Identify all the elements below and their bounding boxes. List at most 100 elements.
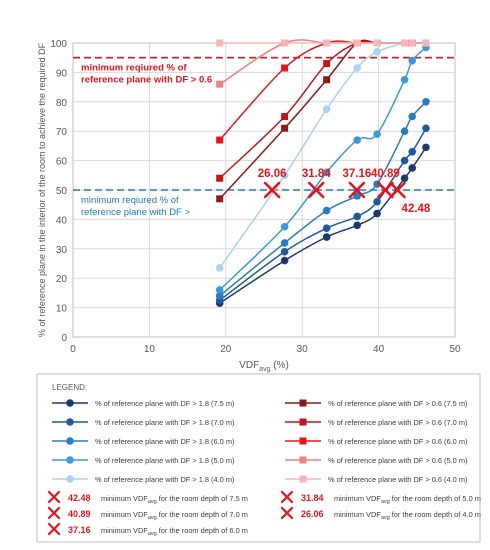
legend-minimum-desc: minimum VDFavg for the room depth of 4.0… (334, 510, 481, 521)
x-tick-label: 50 (449, 344, 461, 355)
minimum-value-label: 31.84 (302, 168, 331, 180)
minimum-x-marker (280, 490, 294, 504)
series-4 (215, 43, 430, 294)
data-point (280, 247, 289, 256)
legend-marker (299, 399, 307, 407)
minimum-x-marker (263, 181, 281, 199)
y-tick-label: 100 (50, 39, 67, 50)
data-point (408, 164, 417, 172)
legend-entry: % of reference plane with DF > 0.6 (7.5 … (285, 399, 467, 408)
series-line (219, 39, 426, 85)
data-point (216, 39, 224, 47)
series-line (219, 40, 426, 179)
axis-labels: VDFavg (%) % of reference plane in the in… (37, 42, 289, 373)
minimum-value-label: 37.16 (343, 168, 372, 180)
legend-entry: % of reference plane with DF > 0.6 (5.0 … (285, 456, 467, 465)
legend-entry: % of reference plane with DF > 1.8 (5.0 … (52, 456, 234, 465)
data-point (215, 286, 224, 294)
data-point (323, 39, 331, 47)
data-point (400, 75, 409, 84)
y-tick-label: 20 (56, 274, 68, 285)
legend-label: % of reference plane with DF > 0.6 (5.0 … (328, 456, 467, 465)
legend-label: % of reference plane with DF > 0.6 (7.0 … (328, 418, 467, 427)
legend-minimum-entry: 42.48 minimum VDFavg for the room depth o… (47, 490, 248, 505)
y-tick-label: 50 (56, 186, 68, 197)
series-1 (215, 143, 430, 307)
data-point (280, 239, 289, 247)
series-line (219, 127, 427, 301)
minimum-x-marker (377, 181, 394, 199)
data-point (322, 105, 331, 113)
data-point (322, 168, 331, 177)
y-tick-label: 80 (56, 98, 68, 109)
legend-entry: % of reference plane with DF > 1.8 (7.5 … (52, 399, 234, 408)
y-tick-label: 90 (56, 68, 68, 79)
x-tick-label: 30 (297, 344, 309, 355)
x-axis-label: VDFavg (%) (239, 360, 289, 373)
legend-minimum-entry: 40.89 minimum VDFavg for the room depth o… (47, 506, 248, 521)
data-point (373, 197, 381, 206)
legend-marker (299, 475, 307, 483)
data-point (323, 76, 331, 84)
data-point (216, 174, 224, 182)
x-stroke (280, 490, 294, 504)
legend-marker (299, 456, 307, 464)
data-point (353, 39, 361, 47)
legend-label: % of reference plane with DF > 0.6 (6.0 … (328, 437, 467, 446)
legend-label: % of reference plane with DF > 0.6 (7.5 … (328, 399, 467, 408)
x-stroke (307, 181, 325, 199)
data-point (373, 48, 381, 56)
y-tick-label: 0 (61, 333, 67, 344)
data-point (373, 130, 381, 138)
x-stroke (47, 522, 61, 536)
minimum-x-marker (348, 181, 366, 199)
y-axis-label: % of reference plane in the interior of … (37, 42, 47, 337)
x-tick-label: 20 (220, 344, 232, 355)
series-line (219, 41, 426, 269)
x-tick-label: 10 (144, 344, 156, 355)
data-point (322, 224, 331, 233)
x-stroke (47, 490, 61, 504)
minimum-x-marker (307, 181, 325, 199)
legend-minimum-desc: minimum VDFavg for the room depth of 6.0… (101, 526, 248, 537)
data-point (422, 124, 430, 133)
data-point (400, 127, 409, 135)
data-point (401, 39, 409, 47)
x-stroke (348, 181, 366, 199)
data-point (353, 64, 362, 72)
minimum-x-marker (280, 506, 294, 520)
series-9 (216, 39, 430, 88)
series-line (219, 40, 426, 141)
data-point (422, 98, 430, 106)
legend-entry: % of reference plane with DF > 0.6 (7.0 … (285, 418, 467, 427)
legend-minimum-desc: minimum VDFavg for the room depth of 5.0… (334, 494, 481, 505)
data-point (408, 112, 417, 121)
data-series (215, 39, 430, 307)
series-10 (216, 39, 430, 47)
data-point (322, 233, 331, 241)
x-tick-label: 0 (70, 344, 76, 355)
data-point (216, 136, 224, 144)
series-5 (215, 39, 430, 272)
legend-entry: % of reference plane with DF > 1.8 (4.0 … (52, 475, 234, 484)
data-point (408, 39, 416, 47)
legend-entry: % of reference plane with DF > 1.8 (6.0 … (52, 437, 234, 446)
legend-entry: % of reference plane with DF > 0.6 (4.0 … (285, 475, 467, 484)
legend: LEGEND: % of reference plane with DF > 1.… (36, 373, 481, 543)
legend-label: % of reference plane with DF > 1.8 (6.0 … (95, 437, 234, 446)
legend-marker (66, 456, 74, 464)
x-tick-label: 40 (373, 344, 385, 355)
minimum-value-label: 26.06 (258, 168, 287, 180)
data-point (280, 222, 289, 231)
minimum-markers: 26.06 31.84 37.16 40.89 42.48 (258, 168, 431, 215)
legend-minimum-entry: 26.06 minimum VDFavg for the room depth o… (280, 506, 481, 521)
data-point (408, 56, 417, 65)
legend-minimum-value: 37.16 (68, 525, 91, 535)
data-point (216, 80, 224, 88)
data-point (215, 292, 224, 300)
minimum-value-label: 42.48 (402, 203, 431, 215)
x-stroke (263, 181, 281, 199)
legend-label: % of reference plane with DF > 1.8 (7.0 … (95, 418, 234, 427)
legend-entry: % of reference plane with DF > 0.6 (6.0 … (285, 437, 467, 446)
